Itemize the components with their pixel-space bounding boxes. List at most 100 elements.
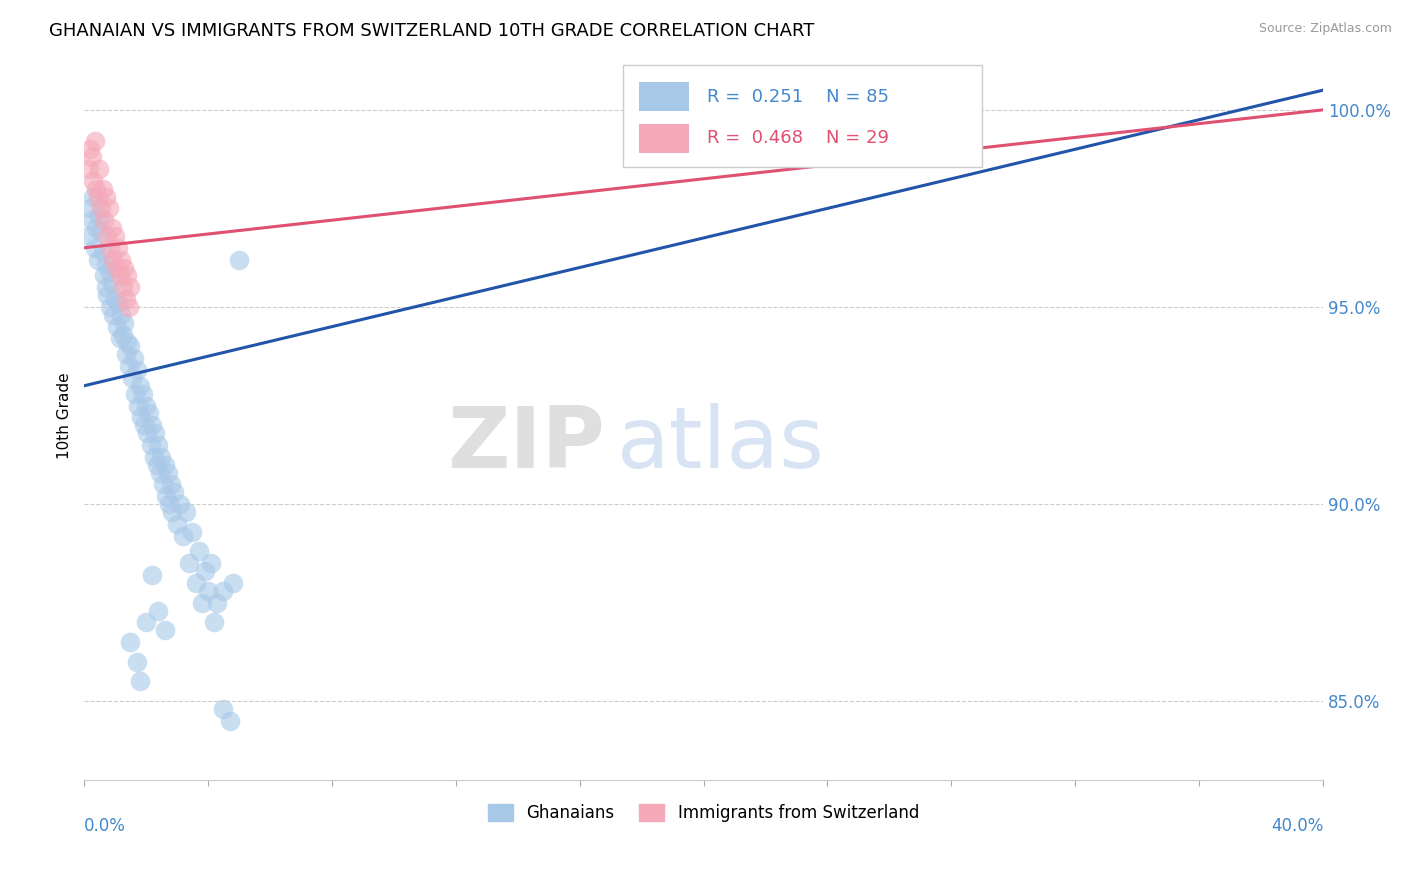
Point [194, 564, 217, 578]
Point [94, 189, 117, 203]
Point [107, 296, 129, 310]
Point [190, 596, 212, 610]
Point [863, 103, 886, 117]
Point [105, 319, 128, 334]
Point [184, 576, 207, 591]
Point [117, 268, 139, 283]
Text: ZIP: ZIP [447, 403, 605, 486]
Point [89, 209, 111, 223]
Point [96, 288, 118, 302]
Y-axis label: 10th Grade: 10th Grade [58, 372, 72, 458]
Point [83, 241, 105, 255]
Point [138, 406, 160, 420]
Point [155, 489, 177, 503]
Point [79, 142, 101, 156]
Point [121, 371, 143, 385]
Text: R =  0.251    N = 85: R = 0.251 N = 85 [707, 87, 889, 105]
Point [150, 450, 173, 464]
Point [754, 103, 776, 117]
Point [205, 596, 228, 610]
Point [132, 386, 155, 401]
Point [87, 252, 110, 267]
Point [90, 202, 112, 216]
Point [98, 241, 121, 255]
Point [108, 331, 131, 345]
Point [82, 174, 104, 188]
Point [228, 252, 250, 267]
Point [80, 213, 103, 227]
Point [91, 182, 114, 196]
Text: 40.0%: 40.0% [1271, 816, 1323, 835]
Point [129, 410, 152, 425]
Point [111, 327, 134, 342]
Point [179, 556, 201, 570]
Point [120, 635, 142, 649]
Point [114, 347, 136, 361]
Point [93, 268, 115, 283]
Point [83, 134, 105, 148]
Point [125, 655, 148, 669]
Point [124, 386, 146, 401]
Point [174, 505, 197, 519]
Point [149, 466, 172, 480]
Point [128, 379, 150, 393]
Point [136, 426, 159, 441]
Point [101, 277, 124, 291]
Point [110, 308, 132, 322]
Point [118, 300, 141, 314]
Point [118, 359, 141, 373]
Point [139, 438, 162, 452]
Point [153, 624, 176, 638]
Point [103, 252, 125, 267]
Bar [640, 124, 689, 153]
Point [169, 497, 191, 511]
Point [82, 189, 104, 203]
Text: Source: ZipAtlas.com: Source: ZipAtlas.com [1258, 22, 1392, 36]
Point [143, 426, 166, 441]
Point [112, 316, 135, 330]
Point [86, 182, 108, 196]
Point [141, 418, 163, 433]
FancyBboxPatch shape [623, 65, 983, 168]
Point [125, 363, 148, 377]
Point [105, 260, 128, 275]
Point [122, 351, 145, 366]
Point [112, 260, 135, 275]
Point [218, 714, 240, 728]
Point [127, 399, 149, 413]
Point [146, 458, 169, 472]
Point [221, 576, 243, 591]
Point [156, 466, 179, 480]
Text: 0.0%: 0.0% [84, 816, 127, 835]
Point [120, 280, 142, 294]
Point [134, 418, 156, 433]
Point [200, 556, 222, 570]
Point [98, 300, 121, 314]
Point [135, 399, 157, 413]
Point [101, 221, 124, 235]
Point [80, 150, 103, 164]
Point [187, 544, 209, 558]
Point [141, 568, 163, 582]
Point [104, 229, 127, 244]
Point [97, 264, 120, 278]
Point [181, 524, 204, 539]
Point [97, 202, 120, 216]
Point [77, 161, 100, 176]
Point [77, 229, 100, 244]
Point [104, 292, 127, 306]
Point [159, 477, 181, 491]
Point [89, 161, 111, 176]
Bar [640, 82, 689, 112]
Point [172, 528, 194, 542]
Point [212, 583, 235, 598]
Point [90, 225, 112, 239]
Point [157, 497, 180, 511]
Point [128, 674, 150, 689]
Legend: Ghanaians, Immigrants from Switzerland: Ghanaians, Immigrants from Switzerland [479, 796, 928, 830]
Point [110, 252, 132, 267]
Point [87, 189, 110, 203]
Point [86, 221, 108, 235]
Point [114, 292, 136, 306]
Point [111, 280, 134, 294]
